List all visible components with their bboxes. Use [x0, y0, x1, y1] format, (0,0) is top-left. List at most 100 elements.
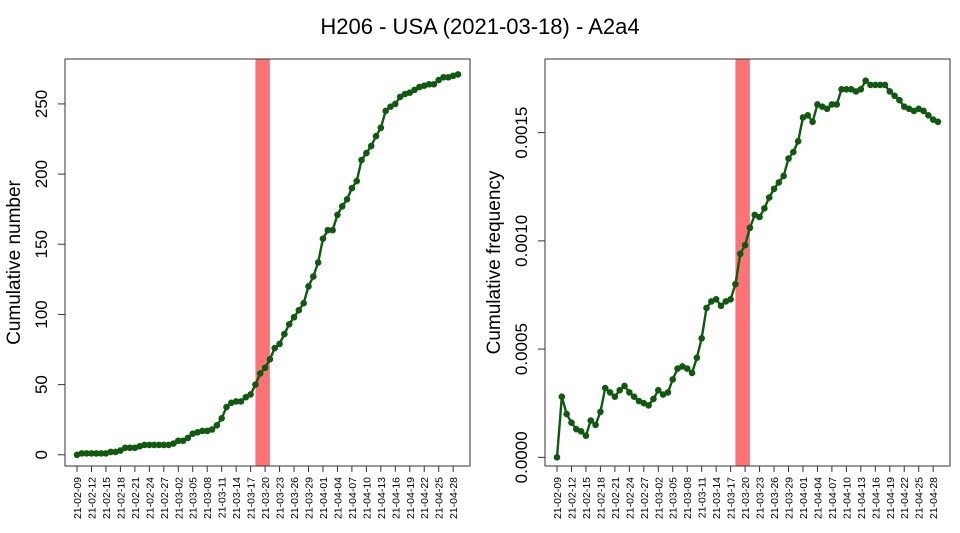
- cumulative-number-y-tick-label: 0: [32, 450, 51, 459]
- figure-title: H206 - USA (2021-03-18) - A2a4: [320, 14, 639, 39]
- cumulative-frequency-highlight-band: [735, 59, 750, 466]
- cumulative-number-data-point: [319, 235, 327, 242]
- cumulative-number-x-tick-label: 21-02-27: [159, 477, 171, 519]
- cumulative-frequency-x-tick-label: 21-02-12: [566, 477, 578, 519]
- cumulative-frequency-data-point: [790, 148, 797, 156]
- cumulative-frequency-x-tick-label: 21-02-09: [552, 477, 564, 519]
- cumulative-frequency-data-point: [785, 155, 792, 162]
- cumulative-number-data-point: [218, 414, 225, 422]
- cumulative-frequency-data-point: [920, 107, 927, 115]
- cumulative-frequency-x-tick-label: 21-03-20: [740, 477, 752, 519]
- cumulative-number-data-point: [372, 132, 380, 140]
- cumulative-number-x-tick-label: 21-03-17: [246, 477, 258, 519]
- cumulative-frequency-data-point: [601, 384, 609, 392]
- cumulative-frequency-panel: 0.0000 0.0005 0.0010 0.0015 Cumulative frequ…: [484, 58, 951, 519]
- cumulative-number-data-point: [252, 381, 259, 388]
- cumulative-number-x-tick-label: 21-04-28: [448, 477, 460, 519]
- cumulative-number-x-tick-label: 21-03-08: [202, 477, 214, 519]
- cumulative-frequency-data-point: [669, 376, 677, 383]
- cumulative-number-data-point: [348, 184, 356, 192]
- cumulative-number-y-tick-label: 100: [32, 300, 51, 328]
- cumulative-frequency-data-point: [683, 365, 691, 372]
- cumulative-number-data-point: [276, 340, 283, 348]
- cumulative-frequency-data-point: [775, 179, 783, 186]
- cumulative-frequency-y-tick-label: 0.0015: [512, 107, 531, 159]
- cumulative-number-data-point: [454, 71, 462, 78]
- cumulative-number-y-tick-label: 200: [32, 160, 51, 188]
- cumulative-number-x-tick-label: 21-02-24: [144, 477, 156, 519]
- cumulative-frequency-data-point: [717, 302, 725, 310]
- cumulative-frequency-x-tick-label: 21-02-24: [624, 477, 636, 519]
- cumulative-frequency-data-point: [568, 419, 575, 427]
- cumulative-frequency-x-tick-label: 21-04-25: [914, 477, 926, 519]
- cumulative-frequency-data-point: [727, 296, 734, 303]
- cumulative-frequency-data-point: [934, 118, 942, 126]
- cumulative-frequency-data-point: [770, 185, 778, 193]
- cumulative-frequency-data-point: [698, 334, 705, 342]
- cumulative-number-x-tick-label: 21-03-20: [260, 477, 272, 519]
- cumulative-number-data-point: [121, 444, 129, 452]
- cumulative-number-data-point: [107, 448, 115, 456]
- cumulative-frequency-data-point: [881, 81, 889, 89]
- cumulative-number-x-tick-label: 21-03-02: [173, 477, 185, 519]
- cumulative-number-x-tick-label: 21-04-07: [347, 477, 359, 519]
- cumulative-number-data-point: [406, 89, 414, 96]
- cumulative-number-data-point: [83, 450, 90, 457]
- cumulative-number-data-point: [92, 450, 100, 457]
- cumulative-frequency-data-point: [736, 250, 744, 258]
- cumulative-frequency-data-point: [741, 241, 749, 249]
- cumulative-frequency-data-point: [828, 101, 836, 108]
- cumulative-number-data-point: [208, 426, 216, 433]
- cumulative-frequency-data-point: [654, 386, 662, 394]
- cumulative-frequency-x-tick-label: 21-04-13: [856, 477, 868, 519]
- cumulative-number-data-point: [242, 393, 250, 401]
- cumulative-frequency-data-point: [804, 111, 812, 119]
- cumulative-number-data-point: [358, 156, 365, 164]
- cumulative-number-highlight-band: [255, 59, 270, 466]
- cumulative-frequency-data-point: [688, 369, 696, 377]
- cumulative-number-data-point: [290, 313, 298, 321]
- cumulative-number-x-tick-label: 21-02-12: [86, 477, 98, 519]
- cumulative-number-data-point: [232, 398, 240, 405]
- cumulative-frequency-x-tick-label: 21-04-22: [899, 477, 911, 519]
- cumulative-frequency-data-point: [886, 88, 894, 95]
- cumulative-number-x-tick-label: 21-04-01: [318, 477, 330, 519]
- cumulative-number-data-point: [213, 422, 221, 429]
- cumulative-frequency-data-point: [843, 86, 850, 93]
- cumulative-number-x-tick-label: 21-04-13: [376, 477, 388, 519]
- cumulative-frequency-data-point: [553, 454, 561, 461]
- cumulative-frequency-y-tick-label: 0.0010: [512, 215, 531, 267]
- cumulative-number-data-point: [334, 211, 341, 219]
- cumulative-number-data-point: [78, 450, 86, 457]
- cumulative-frequency-data-point: [756, 213, 763, 221]
- cumulative-frequency-x-tick-label: 21-03-14: [711, 477, 723, 519]
- cumulative-number-data-point: [261, 364, 269, 372]
- cumulative-number-y-axis-label: Cumulative number: [4, 179, 25, 344]
- cumulative-number-data-point: [314, 259, 322, 266]
- cumulative-frequency-data-point: [809, 118, 816, 126]
- cumulative-number-data-point: [126, 444, 134, 452]
- cumulative-frequency-x-tick-label: 21-04-01: [798, 477, 810, 519]
- cumulative-number-x-tick-label: 21-04-16: [390, 477, 402, 519]
- cumulative-number-data-point: [324, 226, 332, 234]
- cumulative-number-y-tick-label: 50: [32, 375, 51, 394]
- cumulative-frequency-data-point: [872, 81, 879, 89]
- cumulative-number-data-point: [266, 356, 274, 363]
- cumulative-frequency-x-tick-label: 21-02-21: [610, 477, 622, 519]
- cumulative-frequency-data-point: [582, 432, 590, 439]
- cumulative-number-data-point: [97, 450, 105, 457]
- cumulative-number-data-point: [170, 440, 177, 447]
- cumulative-number-x-tick-label: 21-03-05: [188, 477, 200, 519]
- cumulative-frequency-x-tick-label: 21-02-15: [581, 477, 593, 519]
- cumulative-frequency-data-point: [896, 96, 903, 104]
- cumulative-number-data-point: [174, 437, 182, 445]
- cumulative-frequency-data-point: [597, 408, 604, 416]
- cumulative-number-data-point: [440, 73, 447, 81]
- cumulative-frequency-plot-frame: [544, 58, 951, 467]
- cumulative-frequency-x-tick-label: 21-04-28: [928, 477, 940, 519]
- cumulative-number-data-point: [150, 441, 158, 449]
- cumulative-frequency-data-point: [857, 86, 865, 93]
- cumulative-number-data-point: [353, 177, 361, 185]
- cumulative-number-data-point: [199, 427, 206, 435]
